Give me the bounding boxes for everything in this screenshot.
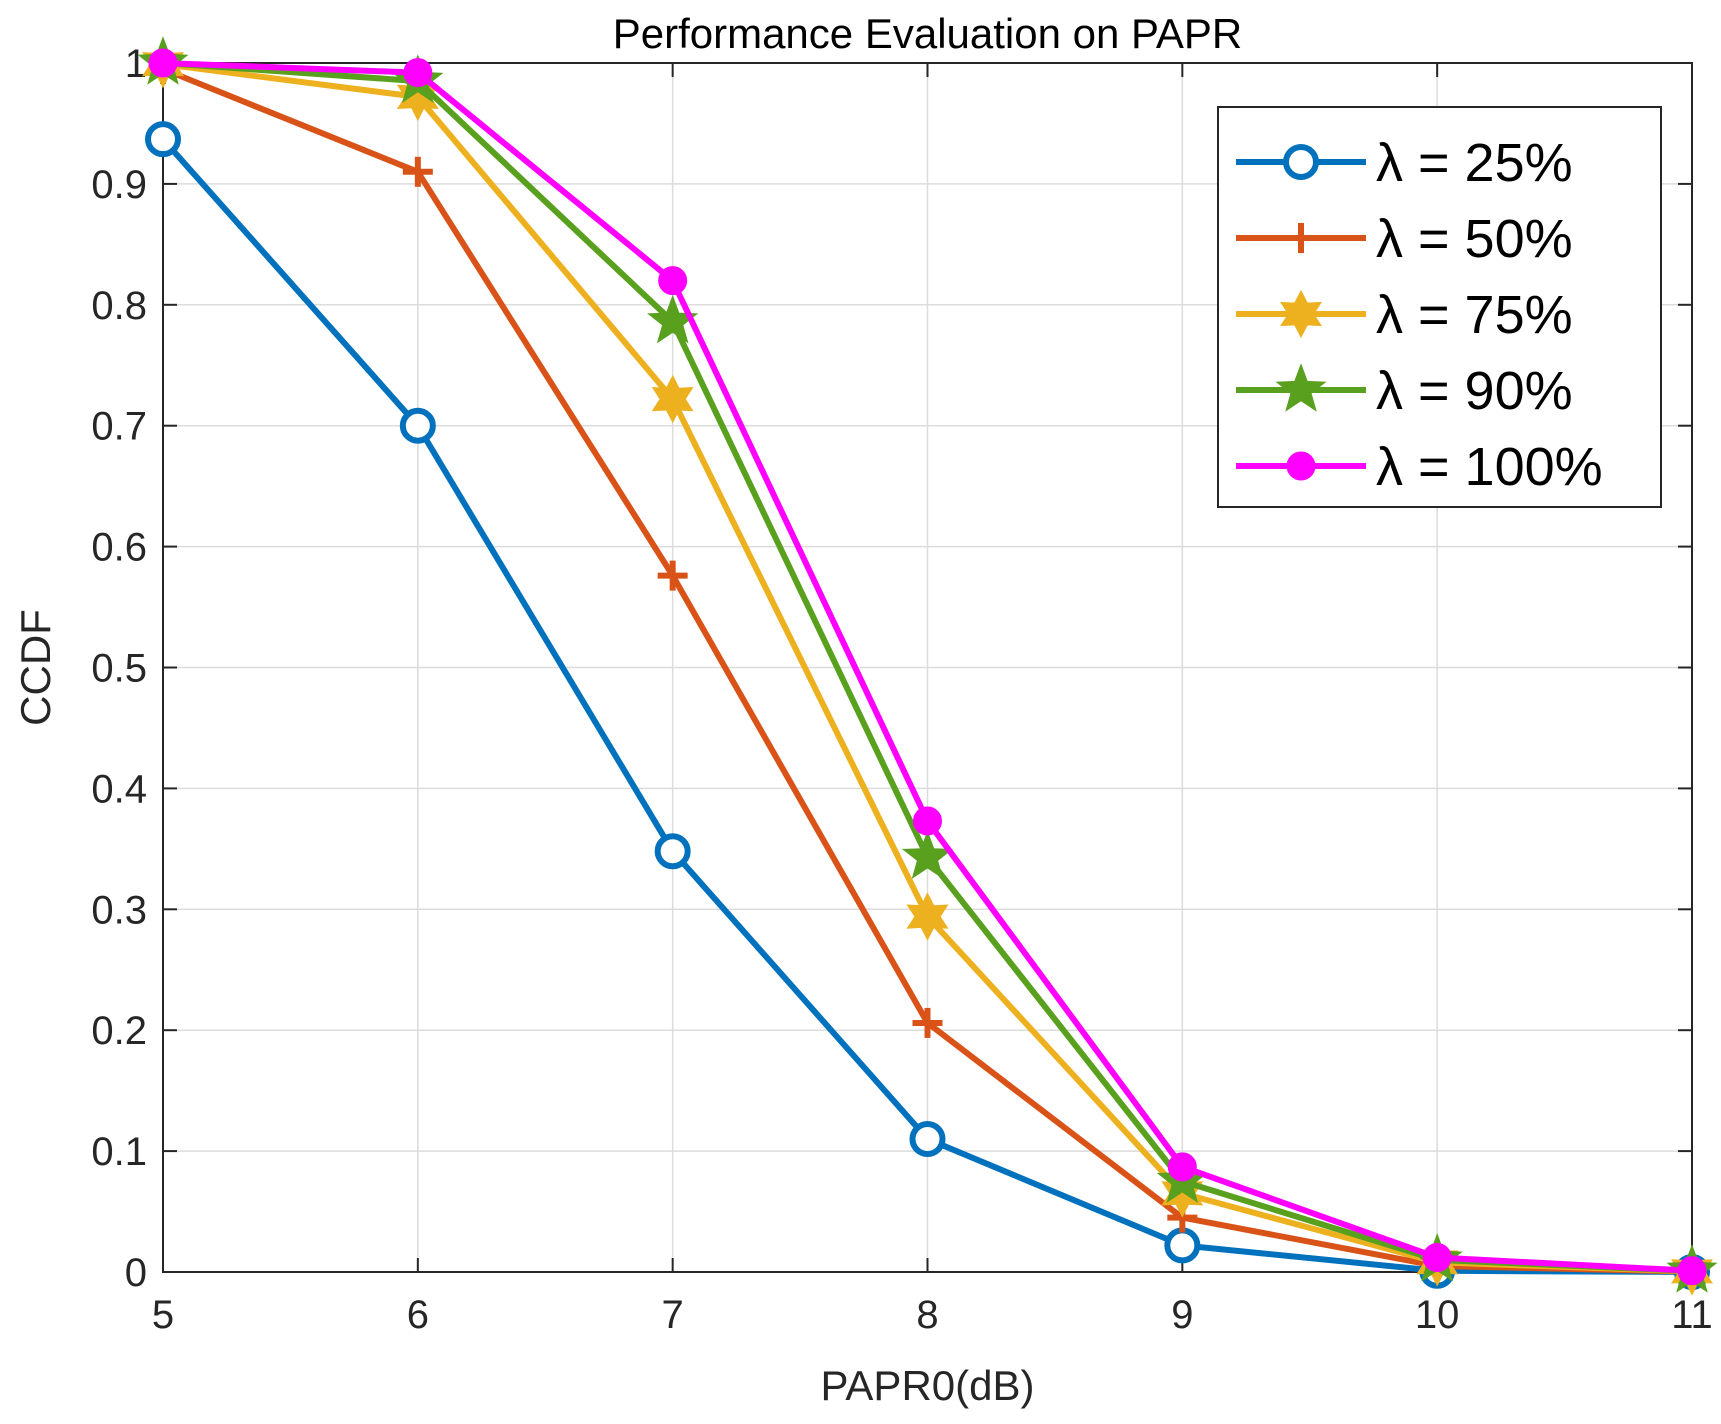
legend-item: λ = 50% (1236, 209, 1573, 269)
legend-swatch-marker (1286, 223, 1316, 253)
legend-label: λ = 50% (1376, 209, 1573, 269)
x-tick-label: 11 (1671, 1293, 1713, 1337)
data-point-s0-0 (145, 121, 181, 158)
y-axis-title: CCDF (12, 609, 59, 726)
chart-title: Performance Evaluation on PAPR (613, 10, 1243, 57)
x-tick-label: 10 (1415, 1293, 1460, 1337)
y-tick-label: 0.9 (91, 163, 147, 207)
data-point-s1-3 (912, 1007, 943, 1038)
y-tick-label: 0 (125, 1251, 147, 1295)
legend-swatch-marker (1280, 289, 1322, 339)
data-point-s4-4 (1167, 1152, 1197, 1182)
legend: λ = 25% λ = 50% λ = 75% λ = 90% λ = 100% (1217, 106, 1662, 508)
data-point-s4-0 (148, 48, 178, 78)
series-4 (148, 48, 1707, 1286)
data-point-s4-5 (1422, 1242, 1452, 1272)
legend-item: λ = 75% (1236, 285, 1573, 345)
x-tick-label: 6 (407, 1293, 429, 1337)
legend-swatch-marker (1275, 363, 1327, 412)
series-layer (137, 36, 1718, 1296)
data-point-s2-3 (906, 892, 949, 941)
data-point-s1-1 (402, 156, 433, 187)
legend-label: λ = 100% (1376, 437, 1603, 497)
x-tick-label: 9 (1171, 1293, 1193, 1337)
data-point-s0-1 (399, 407, 436, 444)
x-tick-label: 8 (916, 1293, 938, 1337)
legend-item: λ = 25% (1236, 133, 1573, 193)
y-tick-label: 0.5 (91, 647, 147, 691)
legend-item: λ = 100% (1236, 437, 1603, 497)
legend-label: λ = 25% (1376, 133, 1573, 193)
data-point-s3-3 (901, 830, 954, 880)
legend-swatch-marker (1286, 451, 1316, 481)
y-tick-label: 1 (125, 42, 147, 86)
y-tick-label: 0.8 (91, 284, 147, 328)
legend-swatch-marker (1283, 144, 1319, 180)
data-point-s1-2 (657, 560, 688, 591)
data-point-s2-4 (1161, 1169, 1204, 1218)
y-tick-label: 0.1 (91, 1130, 147, 1174)
data-point-s0-2 (654, 833, 691, 870)
legend-label: λ = 90% (1376, 361, 1573, 421)
y-tick-label: 0.4 (91, 767, 147, 811)
y-tick-label: 0.7 (91, 405, 147, 449)
x-axis-title: PAPR0(dB) (821, 1362, 1035, 1409)
data-point-s4-1 (403, 58, 433, 88)
data-point-s4-3 (913, 806, 942, 836)
y-tick-label: 0.3 (91, 888, 147, 932)
data-point-s0-4 (1164, 1227, 1201, 1264)
data-point-s2-2 (651, 374, 694, 424)
x-tick-label: 5 (152, 1293, 174, 1337)
data-point-s4-2 (658, 266, 688, 296)
legend-label: λ = 75% (1376, 285, 1573, 345)
y-tick-label: 0.6 (91, 526, 147, 570)
data-point-s4-6 (1677, 1256, 1707, 1286)
y-tick-label: 0.2 (91, 1009, 147, 1053)
data-point-s0-3 (909, 1121, 946, 1158)
legend-item: λ = 90% (1236, 361, 1573, 421)
x-tick-label: 7 (662, 1293, 684, 1337)
